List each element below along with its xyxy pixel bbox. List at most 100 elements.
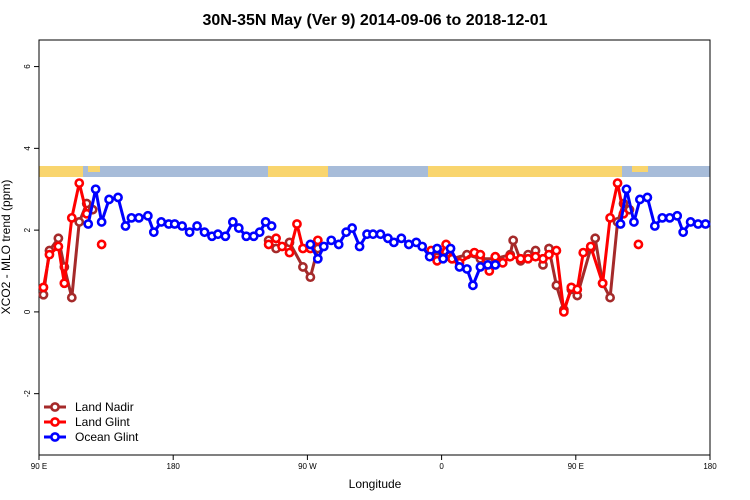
data-point xyxy=(505,251,516,262)
data-point xyxy=(277,241,287,252)
data-point xyxy=(664,212,675,223)
legend-label: Land Nadir xyxy=(75,400,134,414)
data-point xyxy=(454,262,465,272)
data-point xyxy=(475,262,486,272)
data-point xyxy=(66,212,77,223)
data-point xyxy=(396,233,407,244)
data-point xyxy=(90,184,101,195)
data-point xyxy=(347,223,358,233)
data-point xyxy=(227,217,238,227)
data-point xyxy=(318,241,329,252)
legend-swatch-point xyxy=(50,417,60,427)
plot-frame xyxy=(38,39,711,456)
data-point xyxy=(213,229,223,240)
data-point xyxy=(120,221,131,231)
data-point xyxy=(445,243,456,254)
data-point xyxy=(417,241,428,252)
y-tick-label: 6 xyxy=(23,64,32,69)
data-point xyxy=(263,239,274,250)
y-tick-label: 0 xyxy=(23,309,32,314)
data-point xyxy=(633,239,644,250)
data-point xyxy=(38,282,49,293)
data-point xyxy=(530,251,541,262)
data-point xyxy=(83,219,94,229)
data-point xyxy=(551,245,562,256)
data-point xyxy=(333,239,344,250)
data-point xyxy=(615,219,626,229)
data-point xyxy=(605,212,615,223)
data-point xyxy=(298,243,308,254)
data-point xyxy=(96,239,107,250)
data-point xyxy=(388,237,399,248)
data-point xyxy=(134,212,144,223)
data-point xyxy=(156,217,167,227)
data-point xyxy=(642,192,653,203)
data-point xyxy=(44,249,55,260)
data-point xyxy=(629,217,639,227)
data-point xyxy=(375,229,386,240)
data-point xyxy=(59,278,70,289)
x-tick-label: 180 xyxy=(167,462,181,471)
land-band xyxy=(88,166,100,172)
x-axis-label: Longitude xyxy=(349,477,402,491)
data-point xyxy=(292,219,302,229)
data-point xyxy=(199,227,210,238)
land-band xyxy=(39,166,83,177)
land-band xyxy=(428,166,622,177)
data-point xyxy=(490,251,501,262)
data-point xyxy=(354,241,365,252)
data-point xyxy=(605,292,615,303)
data-point xyxy=(113,192,123,203)
data-point xyxy=(74,217,85,227)
data-point xyxy=(678,227,689,238)
data-point xyxy=(612,178,623,189)
data-point xyxy=(597,278,608,289)
x-tick-label: 180 xyxy=(703,462,717,471)
x-tick-label: 90 E xyxy=(568,462,584,471)
data-point xyxy=(368,229,378,240)
data-point xyxy=(497,257,508,268)
data-point xyxy=(590,233,601,244)
data-point xyxy=(657,212,668,223)
y-tick-label: 2 xyxy=(23,227,32,232)
y-tick-label: 4 xyxy=(23,146,32,151)
x-tick-label: 90 E xyxy=(31,462,47,471)
land-band xyxy=(268,166,328,177)
data-point xyxy=(693,219,703,229)
data-point xyxy=(672,210,683,221)
data-point xyxy=(585,241,596,252)
data-point xyxy=(621,184,632,195)
land-mask-strip xyxy=(39,166,710,177)
data-point xyxy=(578,247,589,258)
x-tick-label: 90 W xyxy=(298,462,317,471)
data-point xyxy=(490,259,501,270)
data-point xyxy=(220,231,231,242)
data-point xyxy=(312,253,323,264)
data-point xyxy=(254,227,265,238)
data-point xyxy=(523,253,533,264)
land-band xyxy=(632,166,648,172)
data-point xyxy=(685,217,696,227)
data-point xyxy=(184,227,195,238)
data-point xyxy=(326,235,337,246)
data-point xyxy=(468,280,478,291)
data-point xyxy=(266,221,277,231)
data-point xyxy=(241,231,252,242)
data-point xyxy=(142,210,153,221)
data-point xyxy=(475,249,486,260)
legend-label: Land Glint xyxy=(75,415,130,429)
data-point xyxy=(169,219,180,229)
data-point xyxy=(177,221,188,231)
ocean-band xyxy=(39,166,710,177)
data-point xyxy=(551,280,562,291)
data-point xyxy=(558,306,569,317)
data-point xyxy=(271,233,281,244)
data-point xyxy=(312,235,323,246)
data-point xyxy=(192,221,202,231)
data-point xyxy=(572,284,583,295)
data-point xyxy=(284,247,295,258)
data-point xyxy=(305,239,316,250)
y-tick-label: -2 xyxy=(23,390,32,398)
data-point xyxy=(438,253,448,264)
